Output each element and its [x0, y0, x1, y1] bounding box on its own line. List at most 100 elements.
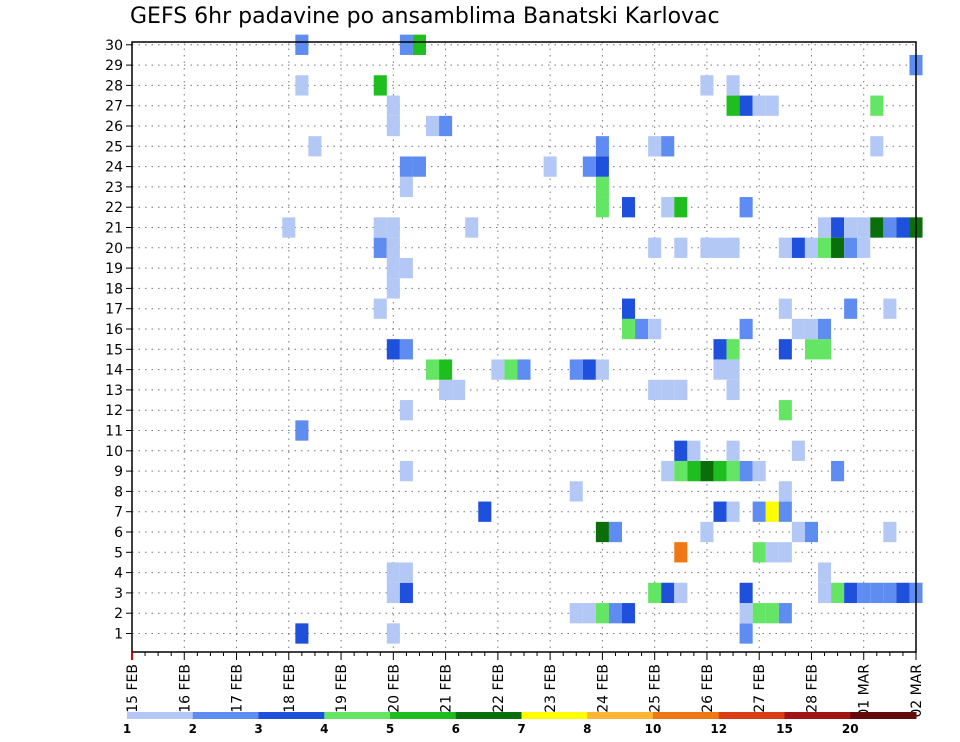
y-tick-label: 27 — [105, 99, 123, 115]
heatmap-cell — [896, 582, 910, 604]
y-tick-label: 16 — [105, 322, 123, 338]
heatmap-cell — [726, 379, 740, 401]
heatmap-cell — [739, 582, 753, 604]
heatmap-cell — [386, 562, 400, 583]
heatmap-cell — [726, 440, 740, 461]
legend-label: 12 — [710, 722, 727, 736]
heatmap-cell — [386, 582, 400, 604]
chart-title: GEFS 6hr padavine po ansamblima Banatski… — [130, 4, 720, 29]
heatmap-cell — [883, 298, 897, 319]
heatmap-cell — [726, 75, 740, 96]
heatmap-cell — [883, 217, 897, 238]
legend-label: 6 — [452, 722, 460, 736]
heatmap-cell — [713, 237, 727, 258]
heatmap-cell — [791, 318, 805, 340]
y-tick-label: 18 — [105, 281, 123, 297]
heatmap-cell — [399, 257, 413, 279]
legend-label: 20 — [842, 722, 859, 736]
legend-swatch — [127, 712, 194, 719]
heatmap-cell — [674, 440, 688, 461]
heatmap-cell — [804, 521, 818, 543]
heatmap-cell — [687, 440, 701, 461]
y-tick-label: 13 — [105, 383, 123, 399]
heatmap-cell — [739, 603, 753, 624]
heatmap-cell — [883, 582, 897, 604]
x-tick-label: 23 FEB — [543, 664, 559, 713]
heatmap-cell — [399, 156, 413, 177]
legend-label: 2 — [189, 722, 197, 736]
color-legend: 1 2 3 4 5 6 7 8 10 12 15 20 — [123, 712, 917, 736]
heatmap-cell — [399, 34, 413, 55]
heatmap-cell — [386, 339, 400, 360]
heatmap-cell — [426, 359, 440, 380]
heatmap-cell — [386, 115, 400, 137]
heatmap-cell — [635, 318, 649, 340]
heatmap-cell — [883, 521, 897, 543]
legend-swatch — [258, 712, 325, 719]
heatmap-cell — [386, 278, 400, 299]
heatmap-cell — [295, 420, 309, 441]
legend-swatch — [587, 712, 654, 719]
heatmap-cell — [582, 603, 596, 624]
heatmap-cell — [622, 318, 636, 340]
heatmap-cell — [870, 582, 884, 604]
heatmap-cell — [282, 217, 296, 238]
legend-label: 15 — [776, 722, 793, 736]
x-tick-label: 18 FEB — [282, 664, 298, 713]
heatmap-cell — [386, 257, 400, 279]
heatmap-cell — [752, 603, 766, 624]
y-axis: 1234567891011121314151617181920212223242… — [105, 38, 132, 643]
legend-swatch — [784, 712, 851, 719]
legend-label: 1 — [123, 722, 131, 736]
cells-layer — [282, 34, 923, 644]
heatmap-cell — [778, 237, 792, 258]
legend-label: 7 — [517, 722, 525, 736]
heatmap-cell — [452, 379, 466, 401]
y-tick-label: 1 — [114, 627, 123, 643]
heatmap-cell — [739, 460, 753, 482]
y-tick-label: 30 — [105, 38, 123, 54]
heatmap-cell — [569, 603, 583, 624]
x-tick-label: 26 FEB — [700, 664, 716, 713]
legend-swatch — [390, 712, 457, 719]
heatmap-cell — [582, 156, 596, 177]
x-tick-label: 17 FEB — [230, 664, 246, 713]
heatmap-cell — [661, 582, 675, 604]
y-tick-label: 21 — [105, 221, 123, 237]
heatmap-cell — [622, 603, 636, 624]
heatmap-cell — [439, 359, 453, 380]
heatmap-cell — [713, 460, 727, 482]
heatmap-cell — [765, 603, 779, 624]
heatmap-cell — [517, 359, 531, 380]
y-tick-label: 15 — [105, 342, 123, 358]
heatmap-cell — [778, 298, 792, 319]
legend-swatch — [455, 712, 522, 719]
y-tick-label: 4 — [114, 566, 123, 582]
heatmap-cell — [491, 359, 505, 380]
heatmap-cell — [674, 379, 688, 401]
heatmap-cell — [726, 237, 740, 258]
heatmap-cell — [726, 339, 740, 360]
y-tick-label: 5 — [114, 545, 123, 561]
heatmap-cell — [870, 217, 884, 238]
heatmap-cell — [373, 217, 387, 238]
y-tick-label: 22 — [105, 200, 123, 216]
x-tick-label: 27 FEB — [752, 664, 768, 713]
y-tick-label: 26 — [105, 119, 123, 135]
legend-label: 10 — [645, 722, 662, 736]
heatmap-cell — [661, 460, 675, 482]
heatmap-cell — [661, 197, 675, 218]
y-tick-label: 20 — [105, 241, 123, 257]
y-tick-label: 14 — [105, 363, 123, 379]
heatmap-cell — [595, 156, 609, 177]
heatmap-cell — [595, 176, 609, 198]
heatmap-cell — [412, 156, 426, 177]
heatmap-cell — [622, 197, 636, 218]
x-axis: 15 FEB 16 FEB 17 FEB 18 FEB 19 FEB 20 FEB 21 F… — [125, 652, 925, 718]
heatmap-cell — [373, 298, 387, 319]
x-tick-label: 20 FEB — [386, 664, 402, 713]
heatmap-cell — [595, 603, 609, 624]
heatmap-cell — [465, 217, 479, 238]
heatmap-cell — [752, 501, 766, 522]
